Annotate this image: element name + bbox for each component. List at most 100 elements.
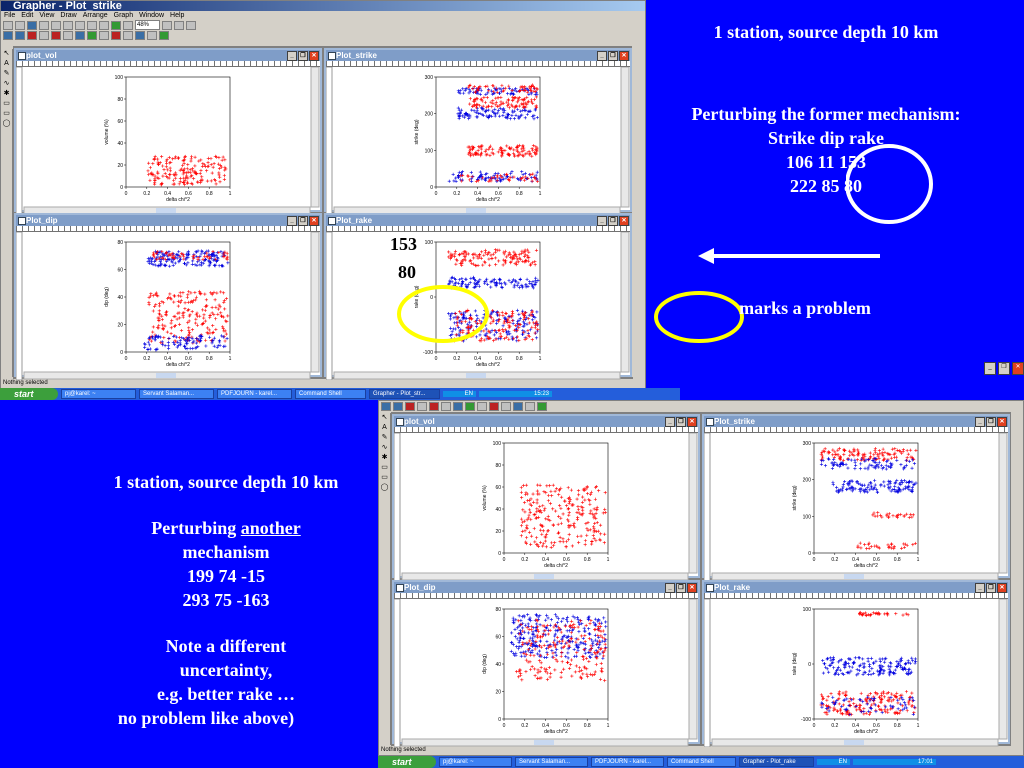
menu-window[interactable]: Window bbox=[139, 12, 165, 19]
line-plot-icon[interactable] bbox=[381, 401, 391, 411]
pie-chart-icon[interactable] bbox=[51, 30, 61, 40]
zoom-field[interactable]: 48% bbox=[135, 20, 160, 30]
ellipse-tool-icon[interactable]: ◯ bbox=[380, 484, 389, 491]
rounded-rect-tool-icon[interactable]: ▭ bbox=[3, 110, 10, 117]
menu-help[interactable]: Help bbox=[170, 12, 185, 19]
zoom-in-icon[interactable] bbox=[162, 20, 172, 30]
ternary-icon[interactable] bbox=[477, 401, 487, 411]
close-button[interactable]: ✕ bbox=[309, 51, 319, 61]
close-button[interactable]: ✕ bbox=[997, 583, 1007, 593]
mdi-minimize-button[interactable]: _ bbox=[984, 362, 996, 375]
mdi-close-button[interactable]: ✕ bbox=[1012, 362, 1024, 375]
scatter-plot-icon[interactable] bbox=[15, 30, 25, 40]
fit-icon[interactable] bbox=[159, 30, 169, 40]
minimize-button[interactable]: _ bbox=[287, 216, 297, 226]
histogram-icon[interactable] bbox=[489, 401, 499, 411]
top-lang-indicator[interactable]: EN bbox=[443, 391, 476, 397]
bottom-plot-window-strike[interactable]: Plot_strike _ ❐ ✕ 0 100 200 300 0 0.2 0.4 0.6 0.8 1 de… bbox=[702, 414, 1010, 581]
minimize-button[interactable]: _ bbox=[287, 51, 297, 61]
maximize-button[interactable]: ❐ bbox=[676, 583, 686, 593]
close-button[interactable]: ✕ bbox=[309, 216, 319, 226]
rectangle-tool-icon[interactable]: ▭ bbox=[381, 464, 388, 471]
close-button[interactable]: ✕ bbox=[619, 216, 629, 226]
symbol-tool-icon[interactable]: ✱ bbox=[3, 90, 10, 97]
ternary-icon[interactable] bbox=[99, 30, 109, 40]
vector-icon[interactable] bbox=[87, 30, 97, 40]
task-pdfjourn[interactable]: PDFJOURN - karel... bbox=[217, 389, 292, 399]
task-servant[interactable]: Servant Salaman... bbox=[515, 757, 588, 767]
maximize-button[interactable]: ❐ bbox=[298, 216, 308, 226]
fit-icon[interactable] bbox=[537, 401, 547, 411]
bottom-plot-window-dip[interactable]: Plot_dip _ ❐ ✕ 0 20 40 60 80 0 0.2 0.4 0.6 0.8 1 delta … bbox=[392, 580, 700, 747]
contour-icon[interactable] bbox=[63, 30, 73, 40]
contour-icon[interactable] bbox=[441, 401, 451, 411]
minimize-button[interactable]: _ bbox=[975, 417, 985, 427]
open-icon[interactable] bbox=[15, 20, 25, 30]
maximize-button[interactable]: ❐ bbox=[986, 583, 996, 593]
plot-window-title[interactable]: plot_vol _ ❐ ✕ bbox=[16, 50, 320, 61]
plot-window-title[interactable]: Plot_dip _ ❐ ✕ bbox=[394, 582, 698, 593]
paste-icon[interactable] bbox=[75, 20, 85, 30]
task-terminal[interactable]: pj@karel: ~ bbox=[61, 389, 136, 399]
mdi-restore-button[interactable]: ❐ bbox=[998, 362, 1010, 375]
axis-icon[interactable] bbox=[513, 401, 523, 411]
rounded-rect-tool-icon[interactable]: ▭ bbox=[381, 474, 388, 481]
surface-icon[interactable] bbox=[75, 30, 85, 40]
legend-icon[interactable] bbox=[525, 401, 535, 411]
bar-chart-icon[interactable] bbox=[27, 30, 37, 40]
legend-icon[interactable] bbox=[147, 30, 157, 40]
top-plot-window-vol[interactable]: plot_vol _ ❐ ✕ 0 20 40 60 80 100 0 0.2 0.4 0.6 0.8 1 del… bbox=[14, 48, 322, 215]
menu-view[interactable]: View bbox=[39, 12, 55, 19]
pen-tool-icon[interactable]: ✎ bbox=[381, 434, 388, 441]
plot-window-title[interactable]: Plot_rake _ ❐ ✕ bbox=[704, 582, 1008, 593]
zoom-fit-icon[interactable] bbox=[186, 20, 196, 30]
box-plot-icon[interactable] bbox=[123, 30, 133, 40]
box-plot-icon[interactable] bbox=[501, 401, 511, 411]
copy-icon[interactable] bbox=[63, 20, 73, 30]
menu-file[interactable]: File bbox=[4, 12, 16, 19]
maximize-button[interactable]: ❐ bbox=[608, 51, 618, 61]
bar-chart-icon[interactable] bbox=[405, 401, 415, 411]
plot-window-title[interactable]: Plot_strike _ ❐ ✕ bbox=[326, 50, 630, 61]
polyline-tool-icon[interactable]: ∿ bbox=[381, 444, 388, 451]
menu-edit[interactable]: Edit bbox=[21, 12, 34, 19]
task-grapher[interactable]: Grapher - Plot_rake bbox=[739, 757, 814, 767]
scatter-plot-icon[interactable] bbox=[393, 401, 403, 411]
close-button[interactable]: ✕ bbox=[687, 417, 697, 427]
menu-graph[interactable]: Graph bbox=[113, 12, 134, 19]
close-button[interactable]: ✕ bbox=[687, 583, 697, 593]
maximize-button[interactable]: ❐ bbox=[608, 216, 618, 226]
close-button[interactable]: ✕ bbox=[619, 51, 629, 61]
cut-icon[interactable] bbox=[51, 20, 61, 30]
polar-plot-icon[interactable] bbox=[417, 401, 427, 411]
top-plot-window-strike[interactable]: Plot_strike _ ❐ ✕ 0 100 200 300 0 0.2 0.4 0.6 0.8 1 de… bbox=[324, 48, 632, 215]
text-tool-icon[interactable]: A bbox=[382, 424, 387, 431]
redo-icon[interactable] bbox=[99, 20, 109, 30]
menu-arrange[interactable]: Arrange bbox=[82, 12, 108, 19]
minimize-button[interactable]: _ bbox=[597, 51, 607, 61]
undo-icon[interactable] bbox=[87, 20, 97, 30]
histogram-icon[interactable] bbox=[111, 30, 121, 40]
minimize-button[interactable]: _ bbox=[975, 583, 985, 593]
plot-window-title[interactable]: Plot_strike _ ❐ ✕ bbox=[704, 416, 1008, 427]
bottom-start-button[interactable]: start bbox=[378, 756, 436, 768]
help-icon[interactable] bbox=[123, 20, 133, 30]
menu-draw[interactable]: Draw bbox=[60, 12, 77, 19]
task-command-shell[interactable]: Command Shell bbox=[667, 757, 736, 767]
task-command-shell[interactable]: Command Shell bbox=[295, 389, 366, 399]
task-terminal[interactable]: pj@karel: ~ bbox=[439, 757, 512, 767]
text-tool-icon[interactable]: A bbox=[4, 60, 9, 67]
top-start-button[interactable]: start bbox=[0, 388, 58, 400]
plot-window-title[interactable]: Plot_dip _ ❐ ✕ bbox=[16, 215, 320, 226]
pointer-tool-icon[interactable]: ↖ bbox=[381, 414, 388, 421]
zoom-out-icon[interactable] bbox=[174, 20, 184, 30]
plot-window-title[interactable]: Plot_rake _ ❐ ✕ bbox=[326, 215, 630, 226]
bottom-plot-window-rake[interactable]: Plot_rake _ ❐ ✕ -100 0 100 0 0.2 0.4 0.6 0.8 1 delta … bbox=[702, 580, 1010, 747]
pointer-tool-icon[interactable]: ↖ bbox=[3, 50, 10, 57]
graph-icon[interactable] bbox=[111, 20, 121, 30]
maximize-button[interactable]: ❐ bbox=[676, 417, 686, 427]
polar-plot-icon[interactable] bbox=[39, 30, 49, 40]
task-servant[interactable]: Servant Salaman... bbox=[139, 389, 214, 399]
new-icon[interactable] bbox=[3, 20, 13, 30]
minimize-button[interactable]: _ bbox=[665, 417, 675, 427]
